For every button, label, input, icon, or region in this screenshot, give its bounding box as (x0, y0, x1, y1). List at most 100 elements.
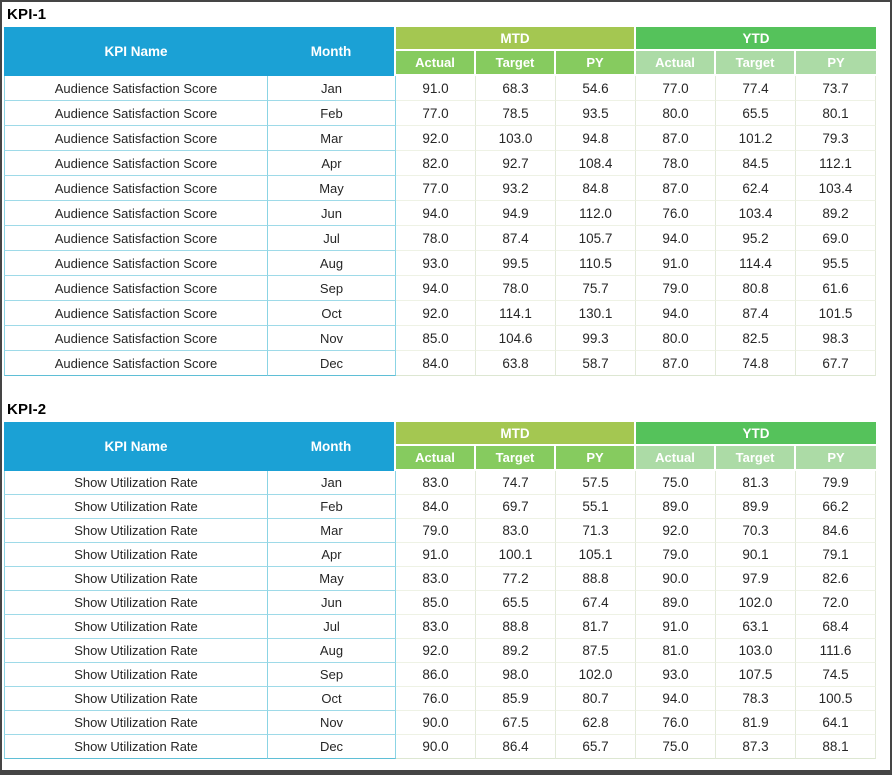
ytd-py-cell: 112.1 (796, 151, 877, 176)
table-row: Show Utilization Rate Sep 86.0 98.0 102.0 93.… (4, 663, 877, 687)
month-cell: Jan (268, 76, 396, 101)
ytd-py-cell: 84.6 (796, 519, 877, 543)
table-row: Show Utilization Rate Oct 76.0 85.9 80.7 94.0… (4, 687, 877, 711)
section-title-kpi-1: KPI-1 (7, 6, 47, 23)
mtd-actual-cell: 91.0 (396, 543, 476, 567)
ytd-target-cell: 82.5 (716, 326, 797, 351)
mtd-actual-cell: 84.0 (396, 495, 476, 519)
mtd-py-cell: 71.3 (556, 519, 637, 543)
ytd-actual-cell: 78.0 (636, 151, 717, 176)
subheader-ytd-actual: Actual (636, 446, 717, 471)
mtd-py-cell: 105.7 (556, 226, 637, 251)
ytd-py-cell: 82.6 (796, 567, 877, 591)
mtd-actual-cell: 90.0 (396, 735, 476, 759)
kpi-name-cell: Audience Satisfaction Score (4, 326, 268, 351)
ytd-target-cell: 101.2 (716, 126, 797, 151)
month-cell: Oct (268, 687, 396, 711)
ytd-target-cell: 97.9 (716, 567, 797, 591)
kpi-name-cell: Show Utilization Rate (4, 567, 268, 591)
month-cell: Aug (268, 251, 396, 276)
table-row: Show Utilization Rate Jul 83.0 88.8 81.7 91.0… (4, 615, 877, 639)
month-cell: Oct (268, 301, 396, 326)
mtd-actual-cell: 92.0 (396, 639, 476, 663)
table-row: Audience Satisfaction Score Aug 93.0 99.5 11… (4, 251, 877, 276)
ytd-target-cell: 74.8 (716, 351, 797, 376)
kpi-name-cell: Show Utilization Rate (4, 687, 268, 711)
ytd-actual-cell: 81.0 (636, 639, 717, 663)
ytd-py-cell: 100.5 (796, 687, 877, 711)
ytd-actual-cell: 93.0 (636, 663, 717, 687)
table-row: Audience Satisfaction Score Apr 82.0 92.7 10… (4, 151, 877, 176)
month-cell: Jul (268, 615, 396, 639)
subheader-mtd-py: PY (556, 446, 637, 471)
mtd-target-cell: 104.6 (476, 326, 556, 351)
table-row: Show Utilization Rate Feb 84.0 69.7 55.1 89.0… (4, 495, 877, 519)
mtd-target-cell: 103.0 (476, 126, 556, 151)
mtd-target-cell: 99.5 (476, 251, 556, 276)
ytd-py-cell: 61.6 (796, 276, 877, 301)
subheader-ytd-py: PY (796, 51, 877, 76)
ytd-actual-cell: 87.0 (636, 176, 717, 201)
month-cell: May (268, 567, 396, 591)
ytd-target-cell: 84.5 (716, 151, 797, 176)
ytd-py-cell: 67.7 (796, 351, 877, 376)
mtd-target-cell: 94.9 (476, 201, 556, 226)
subheader-mtd-py: PY (556, 51, 637, 76)
kpi-name-cell: Show Utilization Rate (4, 471, 268, 495)
mtd-actual-cell: 92.0 (396, 126, 476, 151)
ytd-target-cell: 62.4 (716, 176, 797, 201)
kpi-name-cell: Audience Satisfaction Score (4, 201, 268, 226)
ytd-target-cell: 107.5 (716, 663, 797, 687)
ytd-target-cell: 103.0 (716, 639, 797, 663)
mtd-actual-cell: 83.0 (396, 567, 476, 591)
mtd-target-cell: 67.5 (476, 711, 556, 735)
month-cell: Dec (268, 351, 396, 376)
kpi-table-1: KPI Name Month MTD YTD Actual Target PY … (4, 27, 877, 376)
ytd-actual-cell: 75.0 (636, 471, 717, 495)
mtd-target-cell: 114.1 (476, 301, 556, 326)
month-cell: Mar (268, 519, 396, 543)
ytd-actual-cell: 75.0 (636, 735, 717, 759)
ytd-py-cell: 72.0 (796, 591, 877, 615)
kpi-table-2-body: Show Utilization Rate Jan 83.0 74.7 57.5 75.0… (4, 471, 877, 759)
mtd-actual-cell: 85.0 (396, 326, 476, 351)
kpi-name-cell: Audience Satisfaction Score (4, 226, 268, 251)
kpi-name-cell: Audience Satisfaction Score (4, 276, 268, 301)
ytd-py-cell: 98.3 (796, 326, 877, 351)
ytd-target-cell: 77.4 (716, 76, 797, 101)
month-cell: Jun (268, 591, 396, 615)
mtd-actual-cell: 78.0 (396, 226, 476, 251)
ytd-py-cell: 101.5 (796, 301, 877, 326)
kpi-name-cell: Show Utilization Rate (4, 663, 268, 687)
mtd-target-cell: 69.7 (476, 495, 556, 519)
mtd-py-cell: 88.8 (556, 567, 637, 591)
mtd-actual-cell: 90.0 (396, 711, 476, 735)
ytd-target-cell: 87.4 (716, 301, 797, 326)
table-row: Audience Satisfaction Score Oct 92.0 114.1 1… (4, 301, 877, 326)
ytd-actual-cell: 79.0 (636, 276, 717, 301)
ytd-actual-cell: 92.0 (636, 519, 717, 543)
mtd-target-cell: 93.2 (476, 176, 556, 201)
table-row: Show Utilization Rate Mar 79.0 83.0 71.3 92.0… (4, 519, 877, 543)
mtd-target-cell: 88.8 (476, 615, 556, 639)
month-cell: Sep (268, 276, 396, 301)
mtd-target-cell: 78.0 (476, 276, 556, 301)
mtd-py-cell: 84.8 (556, 176, 637, 201)
ytd-target-cell: 80.8 (716, 276, 797, 301)
ytd-target-cell: 65.5 (716, 101, 797, 126)
ytd-py-cell: 64.1 (796, 711, 877, 735)
mtd-py-cell: 93.5 (556, 101, 637, 126)
mtd-actual-cell: 92.0 (396, 301, 476, 326)
ytd-actual-cell: 80.0 (636, 326, 717, 351)
mtd-actual-cell: 82.0 (396, 151, 476, 176)
ytd-target-cell: 90.1 (716, 543, 797, 567)
mtd-py-cell: 81.7 (556, 615, 637, 639)
ytd-target-cell: 89.9 (716, 495, 797, 519)
ytd-target-cell: 63.1 (716, 615, 797, 639)
mtd-actual-cell: 94.0 (396, 201, 476, 226)
ytd-actual-cell: 91.0 (636, 251, 717, 276)
ytd-actual-cell: 76.0 (636, 711, 717, 735)
ytd-actual-cell: 80.0 (636, 101, 717, 126)
kpi-table-1-body: Audience Satisfaction Score Jan 91.0 68.3 54… (4, 76, 877, 376)
mtd-actual-cell: 79.0 (396, 519, 476, 543)
